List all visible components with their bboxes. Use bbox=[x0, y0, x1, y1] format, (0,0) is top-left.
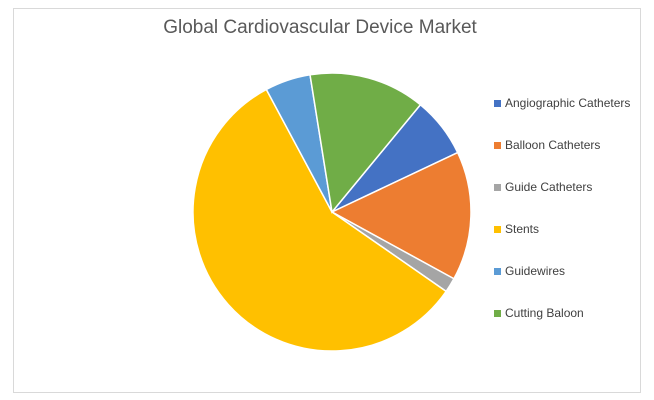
legend-swatch bbox=[494, 142, 501, 149]
legend-item: Cutting Baloon bbox=[494, 304, 644, 346]
legend-swatch bbox=[494, 100, 501, 107]
chart-legend: Angiographic Catheters Balloon Catheters G… bbox=[494, 94, 644, 346]
legend-label: Stents bbox=[505, 222, 540, 236]
legend-item: Guidewires bbox=[494, 262, 644, 304]
legend-swatch bbox=[494, 184, 501, 191]
legend-item: Guide Catheters bbox=[494, 178, 644, 220]
legend-swatch bbox=[494, 226, 501, 233]
legend-swatch bbox=[494, 268, 501, 275]
legend-label: Balloon Catheters bbox=[505, 138, 601, 152]
chart-title: Global Cardiovascular Device Market bbox=[163, 17, 477, 38]
legend-item: Stents bbox=[494, 220, 644, 262]
legend-item: Balloon Catheters bbox=[494, 136, 644, 178]
pie-slice-balloon-catheters bbox=[330, 151, 472, 280]
pie-slice-stents bbox=[192, 88, 448, 352]
legend-item: Angiographic Catheters bbox=[494, 94, 644, 136]
legend-label: Cutting Baloon bbox=[505, 306, 584, 320]
legend-swatch bbox=[494, 310, 501, 317]
legend-label: Guide Catheters bbox=[505, 180, 593, 194]
legend-label: Angiographic Catheters bbox=[505, 96, 631, 110]
pie-slice-cutting-baloon bbox=[309, 72, 422, 214]
legend-label: Guidewires bbox=[505, 264, 566, 278]
